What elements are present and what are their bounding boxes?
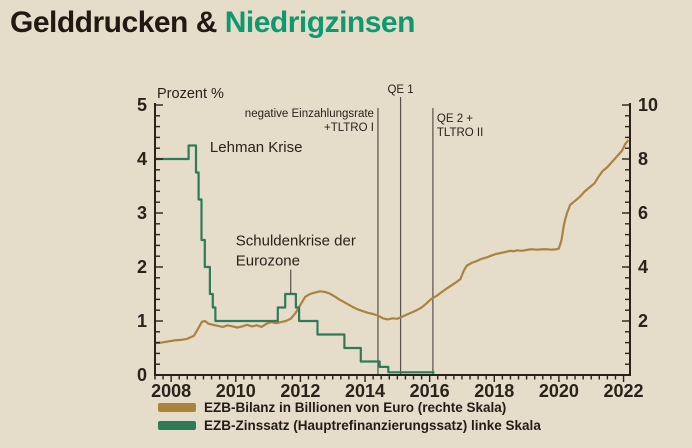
right-tick-label-6: 6 (638, 203, 648, 223)
title-part-dark: Gelddrucken & (10, 6, 225, 39)
event-label-negative-einzahlungsrate: negative Einzahlungsrate (245, 108, 374, 120)
annotation-schuldenkrise-eurozone-line2: Eurozone (236, 253, 300, 270)
event-label-tltro-i: +TLTRO I (324, 122, 374, 134)
series-line-ezb-bilanz (154, 139, 630, 345)
x-tick-label-2016: 2016 (410, 381, 450, 401)
x-tick-label-2012: 2012 (280, 381, 320, 401)
x-tick-label-2008: 2008 (151, 381, 191, 401)
legend-item-ezb-bilanz: EZB-Bilanz in Billionen von Euro (rechte… (158, 400, 541, 415)
annotation-schuldenkrise-eurozone-line1: Schuldenkrise der (236, 233, 356, 250)
x-tick-label-2020: 2020 (539, 381, 579, 401)
chart-legend: EZB-Bilanz in Billionen von Euro (rechte… (158, 400, 541, 433)
event-label-qe-2: QE 2 + (437, 113, 473, 125)
legend-label-ezb-bilanz: EZB-Bilanz in Billionen von Euro (rechte… (204, 400, 507, 415)
legend-item-ezb-zinssatz: EZB-Zinssatz (Hauptrefinanzierungssatz) … (158, 418, 541, 433)
left-tick-label-5: 5 (137, 95, 147, 115)
legend-label-ezb-zinssatz: EZB-Zinssatz (Hauptrefinanzierungssatz) … (204, 418, 541, 433)
x-tick-label-2010: 2010 (216, 381, 256, 401)
right-tick-label-4: 4 (638, 257, 648, 277)
left-tick-label-0: 0 (137, 365, 147, 385)
legend-swatch-ezb-bilanz (158, 403, 196, 412)
left-tick-label-2: 2 (137, 257, 147, 277)
x-tick-label-2018: 2018 (474, 381, 514, 401)
left-axis-title: Prozent % (157, 86, 224, 102)
right-tick-label-8: 8 (638, 149, 648, 169)
annotation-lehman-krise: Lehman Krise (210, 139, 303, 156)
page-title: Gelddrucken & Niedrigzinsen (10, 6, 415, 40)
x-tick-label-2014: 2014 (345, 381, 385, 401)
right-tick-label-2: 2 (638, 311, 648, 331)
left-tick-label-4: 4 (137, 149, 147, 169)
title-part-green: Niedrigzinsen (224, 6, 416, 39)
event-label-tltro-ii: TLTRO II (437, 127, 483, 139)
series-line-ezb-zinssatz (155, 144, 435, 374)
left-tick-label-3: 3 (137, 203, 147, 223)
event-label-qe-1: QE 1 (387, 84, 413, 96)
right-tick-label-10: 10 (638, 95, 658, 115)
left-tick-label-1: 1 (137, 311, 147, 331)
legend-swatch-ezb-zinssatz (158, 421, 196, 430)
x-tick-label-2022: 2022 (604, 381, 644, 401)
